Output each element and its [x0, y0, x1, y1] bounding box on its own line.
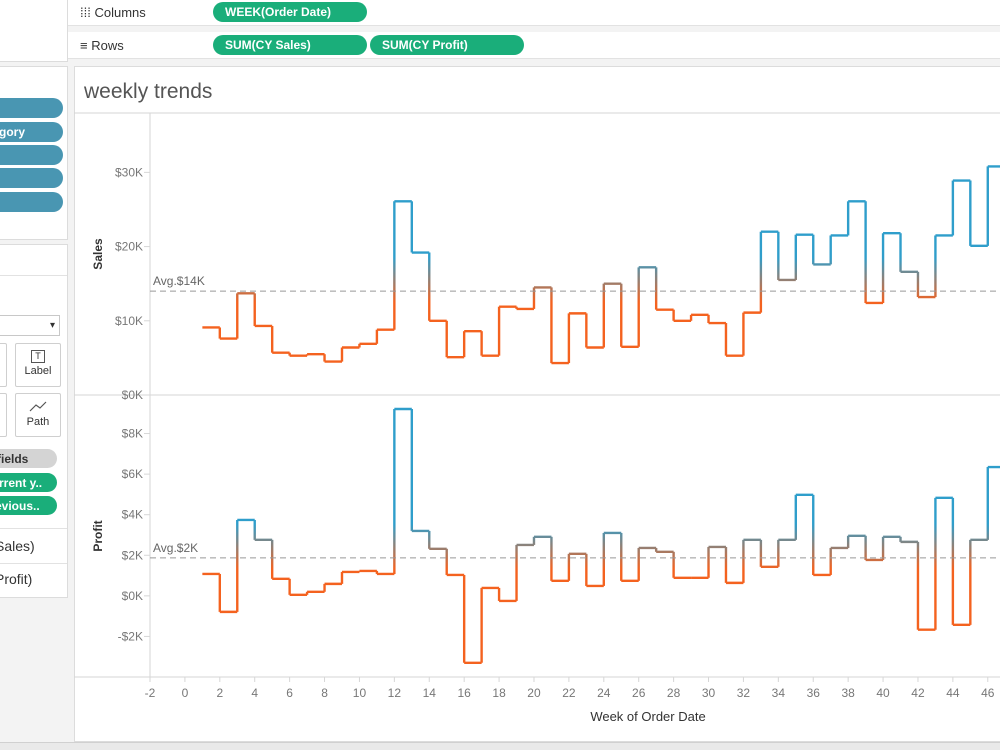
y-tick-label: $4K	[122, 508, 143, 522]
measure-value[interactable]: Sales)	[0, 538, 35, 554]
x-tick-label: 12	[388, 686, 402, 700]
measure-pill[interactable]: evious..	[0, 496, 57, 515]
y-axis-title: Profit	[91, 520, 105, 551]
columns-label: ⁞⁞⁞ Columns	[80, 5, 146, 20]
filter-pill[interactable]	[0, 168, 63, 188]
path-text: Path	[26, 416, 50, 428]
x-tick-label: 2	[216, 686, 223, 700]
x-tick-label: 18	[492, 686, 506, 700]
x-tick-label: -2	[145, 686, 156, 700]
measure-pill[interactable]: rrent y..	[0, 473, 57, 492]
row-pill[interactable]: SUM(CY Profit)	[370, 35, 524, 55]
filter-pill[interactable]	[0, 192, 63, 212]
path-icon	[29, 401, 47, 412]
y-tick-label: $20K	[115, 240, 143, 254]
x-tick-label: 34	[772, 686, 786, 700]
x-tick-label: 14	[423, 686, 437, 700]
y-tick-label: $0K	[122, 589, 143, 603]
x-tick-label: 22	[562, 686, 576, 700]
y-axis-title: Sales	[91, 238, 105, 270]
label-button[interactable]: T Label	[15, 343, 61, 387]
x-tick-label: 6	[286, 686, 293, 700]
measure-names-pill[interactable]: fields	[0, 449, 57, 468]
y-tick-label: $2K	[122, 548, 143, 562]
x-tick-label: 40	[876, 686, 890, 700]
y-tick-label: $30K	[115, 165, 143, 179]
x-tick-label: 24	[597, 686, 611, 700]
x-tick-label: 28	[667, 686, 681, 700]
rows-text: Rows	[91, 38, 124, 53]
rows-label: ≡ Rows	[80, 38, 124, 53]
measure-value[interactable]: Profit)	[0, 571, 33, 587]
reference-label: Avg.$2K	[153, 541, 198, 555]
x-tick-label: 8	[321, 686, 328, 700]
view-title: weekly trends	[83, 80, 212, 103]
pages-card	[0, 0, 68, 62]
columns-shelf: ⁞⁞⁞ Columns WEEK(Order Date)	[68, 0, 1000, 26]
x-tick-label: 26	[632, 686, 646, 700]
marks-button[interactable]	[0, 393, 7, 437]
x-tick-label: 4	[251, 686, 258, 700]
marks-card: ▾ T Label Path fields rrent y.. evious..…	[0, 244, 68, 598]
view-card	[74, 66, 1000, 742]
label-text: Label	[24, 365, 52, 377]
divider	[0, 528, 67, 529]
plot-area	[150, 165, 1000, 664]
x-tick-label: 0	[182, 686, 189, 700]
filter-pill[interactable]	[0, 98, 63, 118]
x-axis-title: Week of Order Date	[590, 709, 705, 724]
x-tick-label: 44	[946, 686, 960, 700]
y-tick-label: $0K	[122, 388, 143, 402]
y-tick-label: $10K	[115, 314, 143, 328]
sheet-tabs	[0, 742, 1000, 750]
x-tick-label: 38	[841, 686, 855, 700]
filter-pill[interactable]: gory	[0, 122, 63, 142]
path-button[interactable]: Path	[15, 393, 61, 437]
x-tick-label: 16	[457, 686, 471, 700]
label-icon: T	[31, 350, 45, 363]
mark-type-dropdown[interactable]: ▾	[0, 315, 60, 336]
y-tick-label: $8K	[122, 427, 143, 441]
y-tick-label: -$2K	[118, 629, 143, 643]
divider	[0, 275, 67, 276]
x-tick-label: 32	[737, 686, 751, 700]
row-pill[interactable]: SUM(CY Sales)	[213, 35, 367, 55]
marks-button[interactable]	[0, 343, 7, 387]
reference-label: Avg.$14K	[153, 274, 205, 288]
columns-text: Columns	[94, 5, 146, 20]
x-tick-label: 30	[702, 686, 716, 700]
x-tick-label: 46	[981, 686, 995, 700]
x-tick-label: 10	[353, 686, 367, 700]
x-tick-label: 36	[807, 686, 821, 700]
filters-card: gory	[0, 66, 68, 240]
x-tick-label: 42	[911, 686, 925, 700]
x-tick-label: 20	[527, 686, 541, 700]
rows-shelf: ≡ Rows SUM(CY Sales) SUM(CY Profit)	[68, 32, 1000, 59]
column-pill[interactable]: WEEK(Order Date)	[213, 2, 367, 22]
filter-pill[interactable]	[0, 145, 63, 165]
divider	[0, 563, 67, 564]
y-tick-label: $6K	[122, 467, 143, 481]
